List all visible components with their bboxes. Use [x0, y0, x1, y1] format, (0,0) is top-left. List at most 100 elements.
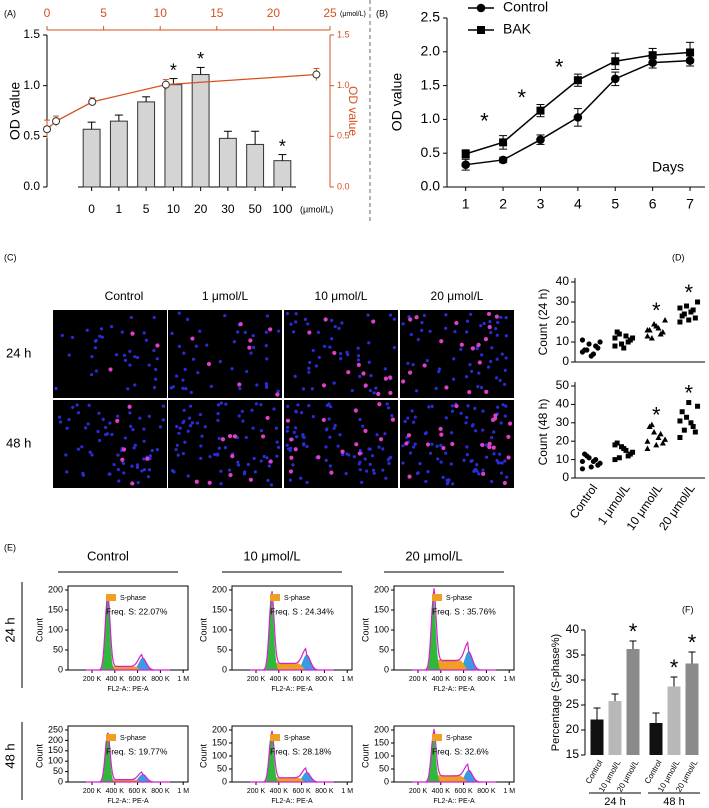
s-phase [250, 777, 334, 782]
error-bar [196, 66, 205, 75]
point [686, 317, 692, 323]
nucleus [155, 448, 159, 452]
point [677, 418, 683, 424]
point [593, 457, 599, 463]
error-bar [688, 651, 696, 664]
legend-swatch [106, 594, 116, 601]
nucleus [481, 428, 485, 432]
panel-label: (E) [4, 542, 16, 552]
nucleus [87, 403, 91, 407]
point [655, 434, 662, 441]
nucleus [504, 356, 508, 360]
edu-cell [467, 390, 472, 395]
legend-label: S-phase [120, 735, 146, 742]
x-tick-label: 400 K [432, 788, 451, 795]
nucleus [183, 440, 187, 444]
edu-cell [493, 413, 498, 418]
nucleus [135, 465, 140, 469]
nucleus [170, 331, 174, 335]
nucleus [99, 327, 104, 331]
nucleus [408, 451, 413, 455]
edu-cell [383, 376, 388, 381]
nucleus [368, 388, 372, 393]
nucleus [75, 403, 79, 407]
fit-outline [250, 591, 334, 671]
legend-marker [477, 26, 485, 34]
nucleus [488, 319, 492, 324]
bar [667, 686, 681, 755]
edu-cell [248, 338, 253, 343]
nucleus [307, 370, 311, 374]
edu-cell [439, 339, 444, 344]
nucleus [486, 365, 491, 369]
nucleus [328, 464, 332, 468]
edu-cell [439, 432, 444, 437]
x-tick-label: 600 K [128, 788, 147, 795]
significance-star: * [170, 60, 177, 80]
point [625, 339, 631, 345]
y-axis-title: Percentage (S-phase%) [550, 634, 562, 751]
nucleus [128, 411, 132, 415]
nucleus [81, 473, 85, 477]
edu-cell [476, 342, 481, 347]
nucleus [182, 419, 186, 423]
x-tick-label: 200 K [83, 788, 102, 795]
nucleus [424, 431, 429, 435]
edu-cell [444, 385, 449, 390]
nucleus [138, 416, 142, 420]
nucleus [464, 421, 468, 425]
nucleus [477, 371, 481, 375]
frequency-label: Freq. S: 32.6% [432, 746, 489, 756]
y-axis-title: Count (24 h) [536, 289, 550, 356]
nucleus [188, 404, 193, 408]
nucleus [183, 367, 187, 372]
g1-phase [412, 597, 496, 670]
y2-tick-label: 0.0 [337, 181, 350, 191]
edu-cell [378, 437, 384, 442]
bar [218, 137, 237, 188]
nucleus [190, 421, 194, 425]
nucleus [126, 387, 130, 391]
x-axis-title: FL2-A:: PE-A [107, 798, 149, 805]
nucleus [427, 405, 431, 409]
legend-label: Control [503, 0, 548, 15]
point [597, 460, 603, 466]
nucleus [345, 350, 349, 355]
nucleus [129, 424, 133, 429]
nucleus [130, 464, 134, 468]
bar [82, 128, 101, 188]
nucleus [439, 460, 443, 464]
nucleus [293, 374, 297, 378]
nucleus [480, 353, 484, 357]
nucleus [275, 440, 279, 444]
edu-cell [237, 382, 242, 387]
nucleus [285, 429, 289, 433]
x-tick-label: 5 [143, 202, 150, 216]
nucleus [489, 359, 493, 364]
edu-cell [265, 415, 270, 421]
nucleus [116, 467, 120, 472]
y-tick-label: 1.0 [421, 110, 441, 126]
nucleus [424, 479, 428, 484]
edu-cell [285, 418, 291, 423]
legend-marker [476, 3, 486, 13]
x-tick-label: 100 [272, 202, 292, 216]
nucleus [389, 456, 393, 460]
nucleus [123, 436, 128, 440]
nucleus [444, 326, 448, 330]
nucleus [475, 469, 479, 473]
x-axis-title: FL2-A:: PE-A [271, 686, 313, 693]
micrograph-frame [168, 310, 282, 398]
nucleus [116, 414, 120, 418]
nucleus [105, 432, 110, 436]
g1-phase [86, 597, 170, 670]
nucleus [90, 453, 94, 457]
nucleus [135, 355, 140, 360]
x-tick-label: 50 [248, 202, 262, 216]
edu-cell [388, 390, 393, 396]
significance-star: * [684, 280, 693, 305]
edu-cell [480, 442, 485, 448]
nucleus [500, 352, 504, 356]
panel-label: (A) [4, 8, 16, 18]
